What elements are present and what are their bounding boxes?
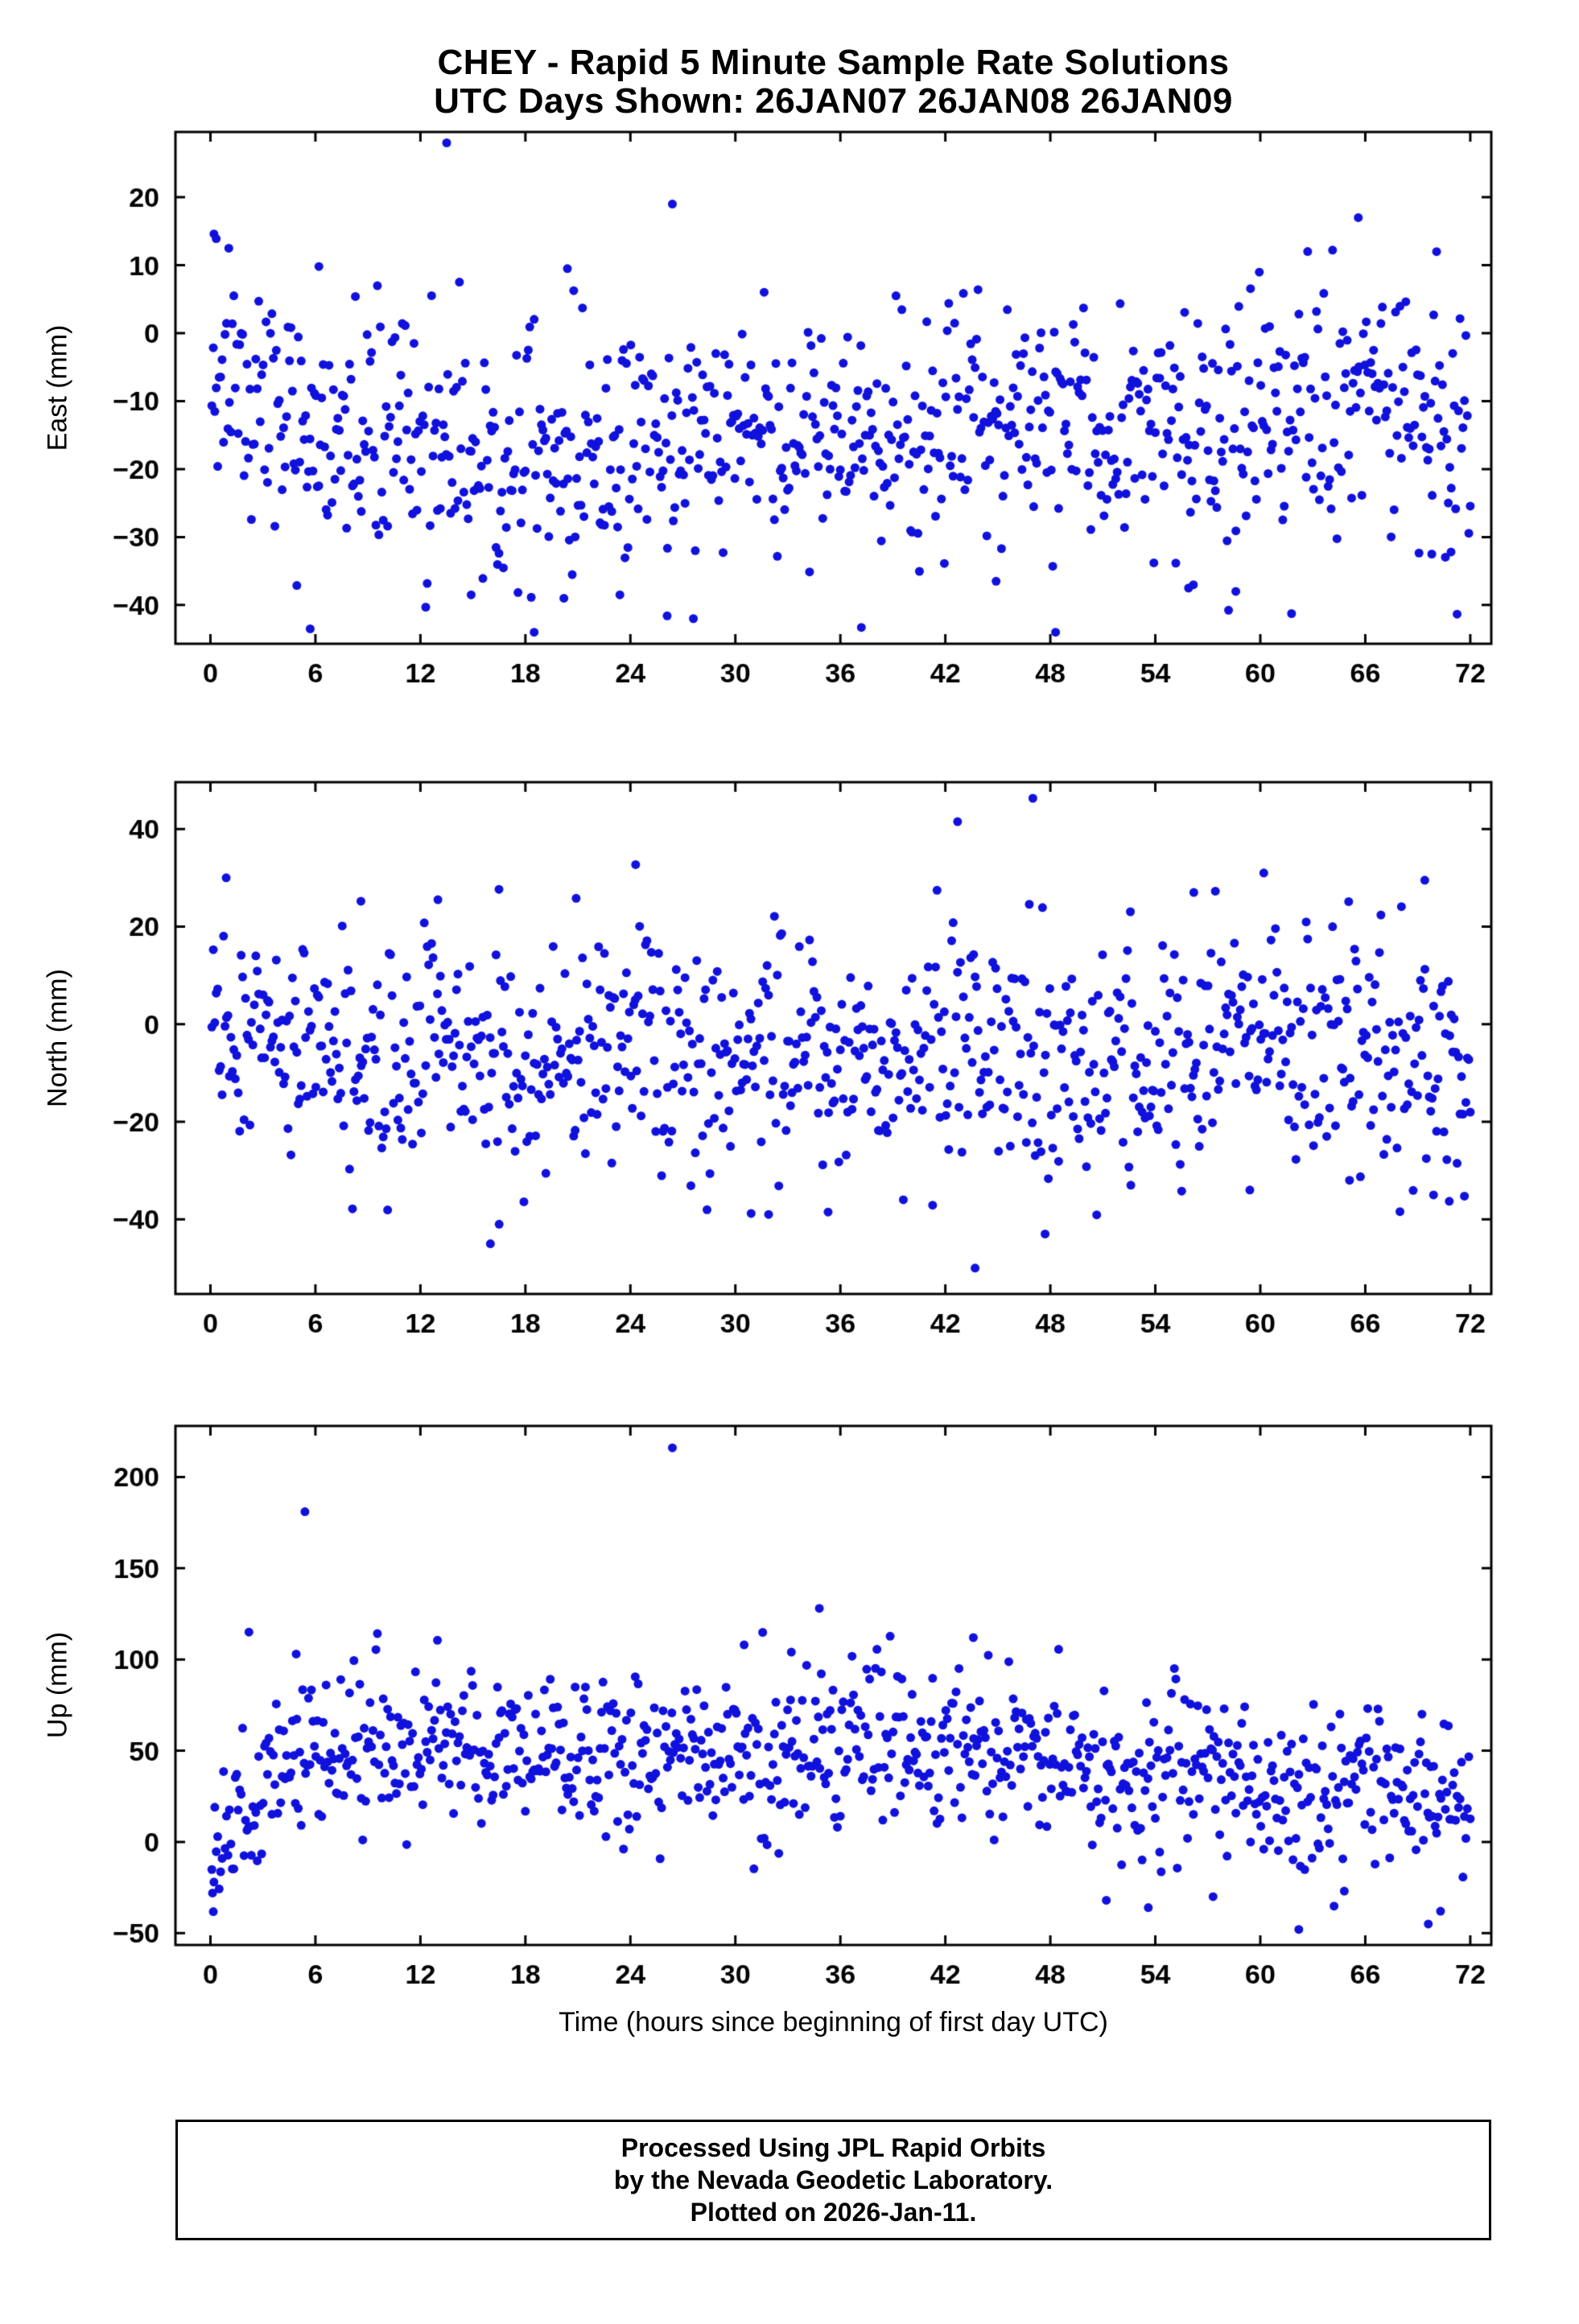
credit-line-1: Processed Using JPL Rapid Orbits [620,2133,1046,2162]
figure-title-line1: CHEY - Rapid 5 Minute Sample Rate Soluti… [437,43,1230,82]
east-scatter-canvas [0,126,1579,715]
north-axis-label: North (mm) [42,969,73,1107]
up-axis-label: Up (mm) [42,1631,73,1739]
up-scatter-canvas [0,1420,1579,2016]
credit-line-2: by the Nevada Geodetic Laboratory. [613,2165,1053,2194]
credit-line-3: Plotted on 2026-Jan-11. [690,2198,977,2227]
processing-credit-box: Processed Using JPL Rapid Orbits by the … [175,2120,1491,2240]
time-axis-label: Time (hours since beginning of first day… [559,2007,1108,2038]
figure-title-line2: UTC Days Shown: 26JAN07 26JAN08 26JAN09 [434,81,1233,121]
east-axis-label: East (mm) [42,324,73,451]
north-scatter-canvas [0,776,1579,1365]
